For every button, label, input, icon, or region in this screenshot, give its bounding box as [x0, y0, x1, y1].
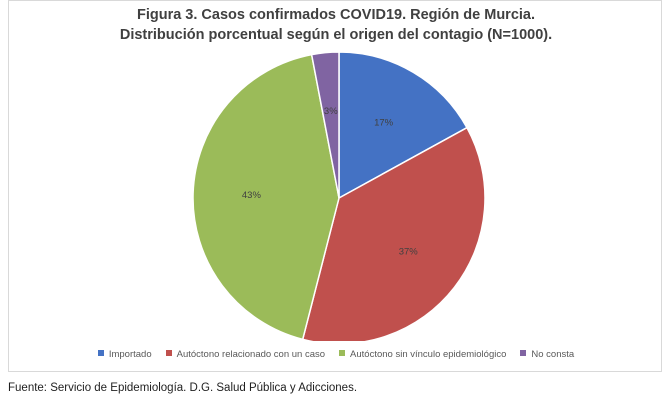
legend-label-3: No consta — [531, 349, 575, 360]
source-note: Fuente: Servicio de Epidemiología. D.G. … — [8, 382, 358, 394]
legend-label-1: Autóctono relacionado con un caso — [176, 349, 326, 360]
legend-item-1: Autóctono relacionado con un caso — [165, 349, 326, 360]
pie-slice-2 — [192, 53, 340, 341]
legend-swatch-3 — [520, 350, 527, 356]
legend-item-2: Autóctono sin vínculo epidemiológico — [339, 349, 506, 360]
chart-legend: Importado Autóctono relacionado con un ca… — [9, 349, 663, 360]
legend-swatch-1 — [165, 350, 172, 356]
pie-slice-label-3: 3% — [324, 106, 338, 117]
legend-item-3: No consta — [520, 349, 574, 360]
legend-label-0: Importado — [108, 349, 152, 360]
chart-subtitle: Distribución porcentual según el origen … — [119, 27, 553, 43]
pie-slice-label-1: 37% — [399, 247, 419, 258]
pie-chart: 17% 37% 43% 3% — [192, 51, 486, 341]
pie-slice-label-2: 43% — [242, 190, 262, 201]
pie-slice-1 — [301, 126, 486, 341]
pie-slice-label-0: 17% — [374, 118, 394, 129]
legend-label-2: Autóctono sin vínculo epidemiológico — [350, 349, 507, 360]
chart-frame: Figura 3. Casos confirmados COVID19. Reg… — [8, 0, 662, 372]
pie-slice-3 — [310, 51, 340, 199]
pie-slice-0 — [338, 51, 468, 200]
legend-swatch-2 — [339, 350, 346, 356]
legend-item-0: Importado — [97, 349, 152, 360]
chart-title: Figura 3. Casos confirmados COVID19. Reg… — [136, 7, 536, 23]
chart-title-block: Figura 3. Casos confirmados COVID19. Reg… — [9, 5, 663, 45]
legend-swatch-0 — [97, 350, 104, 356]
